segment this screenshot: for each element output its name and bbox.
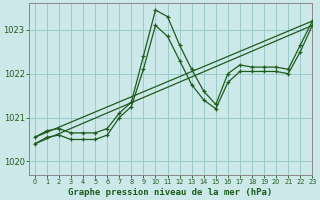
X-axis label: Graphe pression niveau de la mer (hPa): Graphe pression niveau de la mer (hPa) — [68, 188, 273, 197]
